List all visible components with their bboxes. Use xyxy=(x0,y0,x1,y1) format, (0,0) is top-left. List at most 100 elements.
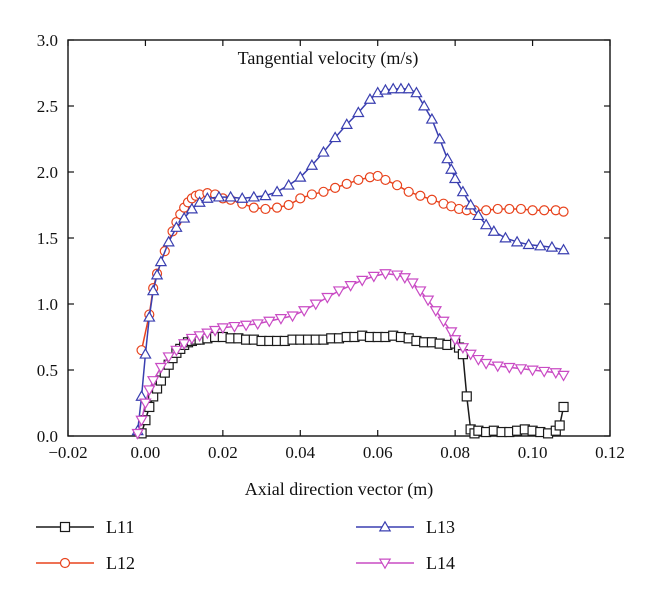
point-l14 xyxy=(143,385,156,397)
point-l13 xyxy=(185,202,199,214)
point-l12 xyxy=(415,190,426,201)
point-l13 xyxy=(479,218,493,230)
point-l12 xyxy=(372,170,383,182)
point-l12 xyxy=(527,205,538,216)
point-l13 xyxy=(522,238,535,250)
point-l13 xyxy=(433,132,446,144)
point-l13 xyxy=(402,82,415,94)
legend-item-l14: L14 xyxy=(356,553,455,573)
y-tick-label: 2.0 xyxy=(37,163,58,182)
point-l13 xyxy=(394,82,408,94)
point-l14 xyxy=(201,328,214,340)
point-l14 xyxy=(414,286,427,298)
point-l13 xyxy=(464,198,477,210)
point-l13 xyxy=(352,106,365,118)
point-l14 xyxy=(526,365,539,377)
point-l14 xyxy=(239,320,253,332)
point-l13 xyxy=(448,172,462,184)
point-l13 xyxy=(212,190,226,202)
legend-item-l13: L13 xyxy=(356,517,455,537)
point-l13 xyxy=(317,145,330,157)
series-line-l13 xyxy=(136,88,564,431)
point-l14 xyxy=(321,292,334,304)
point-l14 xyxy=(274,314,288,325)
point-l13 xyxy=(510,235,524,247)
series-layer xyxy=(131,82,570,440)
point-l13 xyxy=(545,240,559,252)
point-l14 xyxy=(146,376,160,387)
x-tick-label: 0.02 xyxy=(208,443,238,462)
point-l13 xyxy=(305,159,319,170)
ticks: −0.02 0.00 0.02 0.04 0.06 0.08 0.10 0.12 0.0 0.5 1… xyxy=(37,31,625,462)
point-l14 xyxy=(131,428,144,440)
point-l13 xyxy=(247,190,261,202)
point-l13 xyxy=(472,209,485,221)
series-l13 xyxy=(131,82,570,436)
point-l14 xyxy=(332,286,346,298)
series-l14 xyxy=(131,269,570,440)
point-l13 xyxy=(201,192,214,203)
point-l12 xyxy=(391,180,403,191)
point-l13 xyxy=(170,221,183,232)
point-l13 xyxy=(410,86,423,98)
legend-item-l11: L11 xyxy=(36,517,134,537)
point-l12 xyxy=(330,182,341,193)
y-tick-label: 3.0 xyxy=(37,31,58,50)
point-l13 xyxy=(340,118,353,129)
point-l13 xyxy=(224,190,237,202)
x-tick-label: 0.10 xyxy=(518,443,548,462)
point-l14 xyxy=(421,295,435,307)
point-l13 xyxy=(386,82,400,94)
point-l14 xyxy=(456,343,470,354)
point-l14 xyxy=(344,281,357,292)
point-l14 xyxy=(162,352,175,364)
point-l14 xyxy=(356,275,369,287)
point-l12 xyxy=(403,186,414,197)
point-l12 xyxy=(426,194,438,205)
point-l12 xyxy=(515,203,527,215)
point-l12 xyxy=(248,202,259,213)
y-tick-label: 0.0 xyxy=(37,427,58,446)
legend: L11 L12 L13 L14 xyxy=(36,517,455,573)
legend-marker-l14 xyxy=(378,558,392,570)
point-l14 xyxy=(177,339,191,350)
point-l14 xyxy=(228,321,241,333)
point-l14 xyxy=(154,362,168,374)
point-l13 xyxy=(150,268,164,280)
point-l12 xyxy=(260,203,271,215)
point-l13 xyxy=(236,192,249,203)
y-tick-label: 1.5 xyxy=(37,229,58,248)
point-l14 xyxy=(557,370,570,382)
y-tick-label: 1.0 xyxy=(37,295,58,314)
point-l14 xyxy=(263,316,276,328)
series-l12 xyxy=(136,170,569,356)
x-tick-label: 0.06 xyxy=(363,443,393,462)
x-tick-label: 0.08 xyxy=(440,443,470,462)
point-l13 xyxy=(328,131,342,143)
point-l11 xyxy=(554,420,565,431)
point-l12 xyxy=(380,174,391,186)
point-l13 xyxy=(557,243,570,255)
x-tick-label: −0.02 xyxy=(48,443,87,462)
legend-label-l13: L13 xyxy=(426,517,455,537)
point-l12 xyxy=(283,199,294,211)
point-l12 xyxy=(353,174,364,186)
series-line-l14 xyxy=(136,272,564,434)
point-l14 xyxy=(286,311,299,323)
point-l13 xyxy=(445,162,458,174)
point-l14 xyxy=(503,362,516,374)
point-l13 xyxy=(177,211,191,223)
point-l12 xyxy=(504,203,515,215)
point-l11 xyxy=(461,391,472,402)
point-l14 xyxy=(139,398,152,410)
point-l12 xyxy=(539,205,550,216)
point-l13 xyxy=(441,152,454,164)
x-tick-label: 0.12 xyxy=(595,443,625,462)
point-l14 xyxy=(437,316,450,328)
point-l14 xyxy=(170,345,183,357)
point-l12 xyxy=(492,203,503,215)
x-tick-label: 0.04 xyxy=(285,443,315,462)
point-l12 xyxy=(318,186,329,197)
point-l11 xyxy=(558,401,569,413)
point-l14 xyxy=(448,335,462,347)
